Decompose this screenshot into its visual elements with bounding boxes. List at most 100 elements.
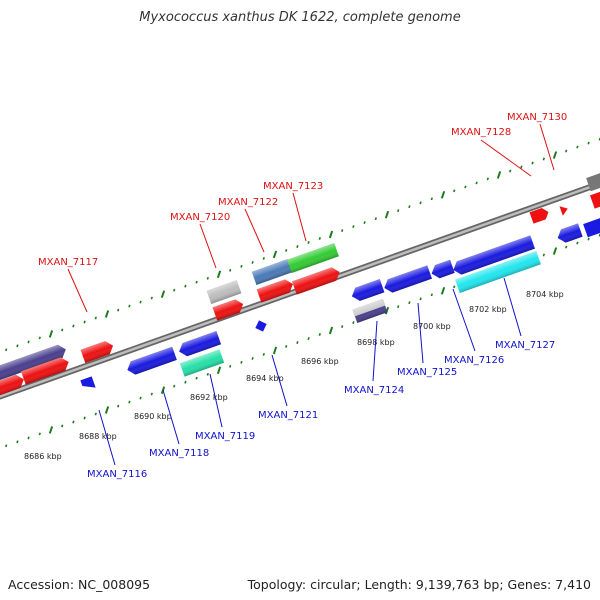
minor-tick (240, 360, 243, 364)
major-tick (552, 247, 558, 255)
major-tick (384, 306, 390, 315)
minor-tick (38, 336, 41, 340)
minor-tick (341, 325, 344, 329)
leader-line (244, 208, 265, 253)
gene-feature[interactable] (586, 172, 600, 192)
minor-tick (318, 237, 321, 240)
minor-tick (27, 436, 30, 440)
leader-line (209, 373, 223, 428)
minor-tick (27, 340, 30, 344)
minor-tick (430, 293, 433, 297)
gene-label[interactable]: MXAN_7122 (218, 197, 278, 208)
gene-feature[interactable] (559, 204, 570, 216)
minor-tick (262, 352, 265, 356)
major-tick (48, 330, 54, 338)
leader-line (539, 123, 555, 171)
kbp-label: 8686 kbp (24, 452, 62, 461)
minor-tick (128, 304, 131, 308)
minor-tick (464, 185, 467, 189)
minor-tick (453, 189, 456, 193)
minor-tick (397, 209, 400, 213)
minor-tick (184, 380, 187, 384)
major-tick (48, 426, 54, 434)
minor-tick (486, 177, 489, 181)
minor-tick (542, 253, 545, 257)
leader-line (372, 320, 378, 382)
minor-tick (173, 288, 176, 292)
gene-feature[interactable] (80, 376, 96, 391)
gene-label[interactable]: MXAN_7126 (444, 355, 504, 366)
major-tick (160, 290, 166, 299)
major-tick (216, 270, 222, 279)
leader-line (271, 354, 288, 407)
gene-feature[interactable] (583, 218, 600, 238)
minor-tick (150, 296, 153, 300)
minor-tick (173, 384, 176, 388)
gene-feature[interactable] (529, 206, 551, 224)
gene-label[interactable]: MXAN_7120 (170, 212, 230, 223)
genome-summary-text: Topology: circular; Length: 9,139,763 bp… (247, 577, 591, 592)
minor-tick (229, 364, 232, 368)
minor-tick (509, 169, 512, 173)
reverse-gene-labels: MXAN_7116 MXAN_7118 MXAN_7119 MXAN_7121 … (87, 277, 555, 480)
major-tick (552, 151, 558, 159)
gene-label[interactable]: MXAN_7130 (507, 112, 567, 123)
gene-label[interactable]: MXAN_7128 (451, 127, 511, 138)
minor-tick (206, 276, 209, 280)
minor-tick (5, 444, 8, 448)
gene-label[interactable]: MXAN_7119 (195, 431, 255, 442)
minor-tick (94, 412, 97, 416)
minor-tick (352, 321, 355, 325)
minor-tick (117, 308, 120, 312)
minor-tick (72, 420, 75, 424)
minor-tick (206, 372, 209, 376)
major-tick (384, 210, 390, 219)
gene-features (0, 172, 600, 400)
minor-tick (117, 404, 120, 408)
gene-feature[interactable] (253, 318, 268, 333)
gene-label[interactable]: MXAN_7127 (495, 340, 555, 351)
minor-tick (83, 320, 86, 324)
leader-line (417, 302, 424, 364)
minor-tick (453, 285, 456, 289)
minor-tick (542, 157, 545, 161)
minor-tick (83, 416, 86, 420)
gene-label[interactable]: MXAN_7121 (258, 410, 318, 421)
gene-label[interactable]: MXAN_7124 (344, 385, 404, 396)
major-tick (216, 366, 222, 375)
minor-tick (565, 149, 568, 153)
minor-tick (296, 245, 299, 248)
minor-tick (285, 248, 288, 252)
minor-tick (408, 301, 411, 305)
gene-feature[interactable] (590, 190, 600, 209)
minor-tick (307, 241, 310, 244)
minor-tick (520, 165, 523, 169)
minor-tick (576, 145, 579, 149)
kbp-label: 8692 kbp (190, 393, 228, 402)
kbp-label: 8690 kbp (134, 412, 172, 421)
accession-text: Accession: NC_008095 (8, 577, 151, 592)
minor-tick (576, 241, 579, 245)
major-tick (272, 250, 278, 259)
gene-label[interactable]: MXAN_7125 (397, 367, 457, 378)
gene-label[interactable]: MXAN_7116 (87, 469, 147, 480)
major-tick (328, 326, 334, 335)
leader-line (162, 389, 180, 445)
gene-label[interactable]: MXAN_7123 (263, 181, 323, 192)
minor-tick (195, 376, 198, 380)
leader-line (199, 223, 217, 269)
minor-tick (139, 396, 142, 400)
minor-tick (587, 141, 590, 145)
minor-tick (38, 432, 41, 436)
minor-tick (139, 300, 142, 304)
minor-tick (128, 400, 131, 404)
kbp-label: 8702 kbp (469, 305, 507, 314)
minor-tick (229, 268, 232, 272)
tick-row-upper (5, 137, 600, 352)
minor-tick (352, 225, 355, 229)
gene-label[interactable]: MXAN_7118 (149, 448, 209, 459)
gene-label[interactable]: MXAN_7117 (38, 257, 98, 268)
kbp-label: 8688 kbp (79, 432, 117, 441)
